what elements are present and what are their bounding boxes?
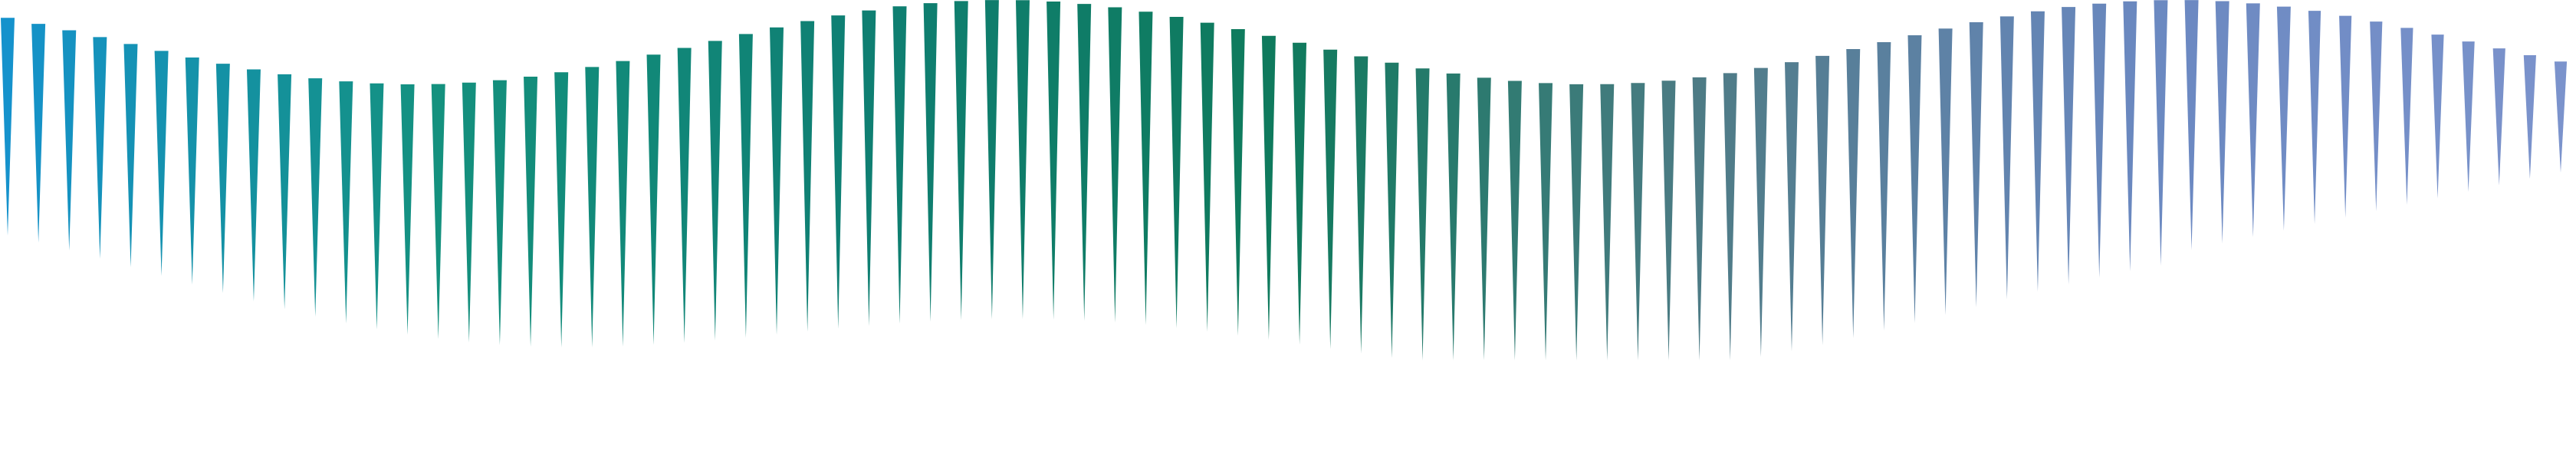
spike-mark — [2370, 21, 2383, 212]
spike-mark — [1046, 1, 1061, 320]
spike-mark — [677, 48, 692, 343]
spike-mark — [1907, 35, 1922, 324]
spike-mark — [1108, 7, 1122, 323]
spike-mark — [31, 24, 46, 243]
spike-mark — [1293, 42, 1307, 345]
spike-mark — [1385, 62, 1399, 358]
spike-mark — [2308, 11, 2321, 225]
spike-mark — [2523, 54, 2536, 179]
spike-mark — [1723, 73, 1737, 360]
spike-mark — [1999, 16, 2014, 300]
spike-mark — [370, 83, 384, 330]
spike-mark — [770, 27, 784, 335]
spike-mark — [93, 37, 107, 259]
spike-mark — [2400, 28, 2413, 205]
spike-mark — [554, 72, 569, 348]
spike-mark — [1569, 84, 1584, 361]
spike-mark — [1877, 42, 1891, 331]
spike-mark — [339, 81, 353, 324]
spike-mark — [2092, 3, 2107, 278]
spike-mark — [2184, 0, 2199, 251]
spike-mark — [154, 51, 169, 276]
spike-mark — [524, 77, 538, 347]
spike-mark — [2154, 0, 2168, 266]
spike-mark — [2462, 41, 2475, 192]
spike-mark — [1446, 73, 1460, 361]
spike-mark — [1692, 77, 1707, 361]
spike-mark — [1323, 49, 1338, 350]
spike-mark — [1230, 28, 1245, 336]
spike-mark — [492, 80, 507, 345]
spike-mark — [2062, 7, 2076, 284]
spike-mark — [1200, 22, 1214, 332]
spike-mark — [1507, 80, 1522, 360]
spike-mark — [462, 82, 476, 343]
spike-mark — [1415, 68, 1430, 360]
spike-mark — [1661, 80, 1676, 360]
spike-mark — [2215, 1, 2229, 244]
spike-mark — [1846, 49, 1861, 338]
spike-mark — [1169, 16, 1184, 328]
spike-mark — [2246, 3, 2260, 238]
spike-mark — [1477, 77, 1491, 360]
spike-mark — [862, 10, 876, 327]
spike-mark — [308, 78, 323, 317]
spike-mark — [1631, 83, 1645, 361]
spike-mark — [984, 0, 999, 320]
spike-mark — [2123, 1, 2137, 271]
spike-mark — [1539, 83, 1553, 360]
spike-mark — [123, 44, 138, 268]
spike-mark — [1015, 0, 1030, 320]
spike-mark — [892, 6, 907, 324]
spike-mark — [1354, 56, 1368, 354]
spike-mark — [2492, 48, 2505, 186]
spike-mark — [2030, 11, 2045, 292]
spike-mark — [1600, 84, 1615, 361]
spike-mark — [1938, 28, 1953, 315]
spike-mark — [246, 69, 261, 302]
spike-mark — [1077, 4, 1092, 321]
spike-mark — [616, 61, 630, 347]
spike-mark — [708, 41, 722, 341]
spike-mark — [923, 3, 938, 322]
spike-mark — [954, 1, 968, 320]
spike-mark — [2339, 15, 2352, 219]
spike-mark — [800, 21, 815, 332]
spike-mark — [1, 18, 15, 236]
spike-mark — [1753, 67, 1768, 357]
spike-mark — [2431, 34, 2444, 199]
spike-mark — [215, 64, 230, 294]
spike-mark — [2554, 61, 2568, 172]
spike-mark — [1261, 35, 1276, 340]
spike-mark — [1784, 62, 1799, 352]
spike-mark — [62, 30, 77, 251]
spike-mark — [1138, 12, 1153, 325]
spike-mark — [1969, 21, 1983, 307]
spike-mark — [2276, 6, 2291, 231]
spike-mark — [400, 84, 415, 335]
spike-mark — [738, 34, 753, 338]
spike-mark — [431, 84, 445, 340]
spike-mark — [1815, 55, 1830, 345]
spike-mark — [831, 15, 846, 329]
spike-mark — [278, 74, 292, 310]
spike-mark — [585, 67, 600, 348]
spike-mark — [646, 54, 661, 346]
spike-mark — [185, 58, 199, 285]
